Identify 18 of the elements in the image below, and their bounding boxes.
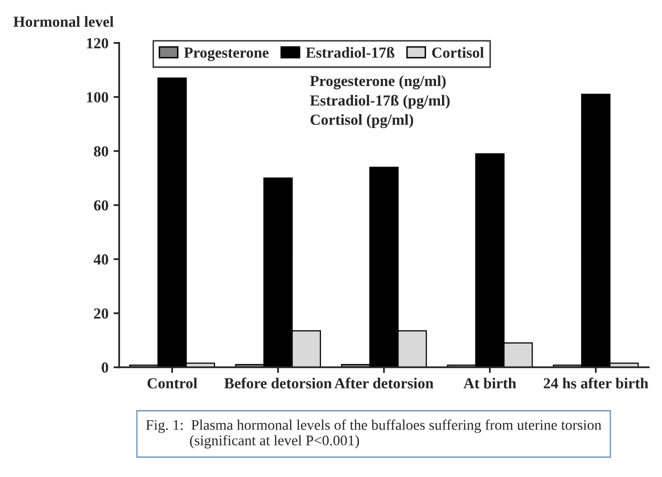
y-tick-label: 120	[87, 38, 108, 48]
y-tick-label: 80	[94, 146, 108, 156]
x-tick-label: 24 hs after birth	[544, 378, 648, 388]
legend-label: Progesterone	[184, 48, 269, 62]
y-tick-label: 20	[94, 308, 108, 319]
y-tick-label: 0	[102, 362, 108, 373]
y-tick-label: 100	[87, 92, 108, 102]
x-tick-label: Before detorsion	[224, 378, 332, 388]
legend-label: Estradiol-17ß	[306, 46, 394, 58]
caption: Fig. 1: Plasma hormonal levels of the buffaloes suffering from uterine torsion (significant at level P<0.001)	[146, 420, 602, 448]
x-tick-label: Control	[148, 378, 198, 388]
x-tick-label: After detorsion	[334, 378, 434, 388]
y-tick-label: 40	[94, 254, 108, 265]
annotation: Progesterone (ng/ml) Estradiol-17ß (pg/ml) Cortisol (pg/ml)	[310, 75, 450, 128]
x-tick-label: At birth	[464, 378, 516, 388]
y-tick-label: 60	[94, 200, 108, 211]
y-axis-title: Hormonal level	[14, 16, 114, 27]
legend-label: Cortisol	[432, 47, 484, 58]
